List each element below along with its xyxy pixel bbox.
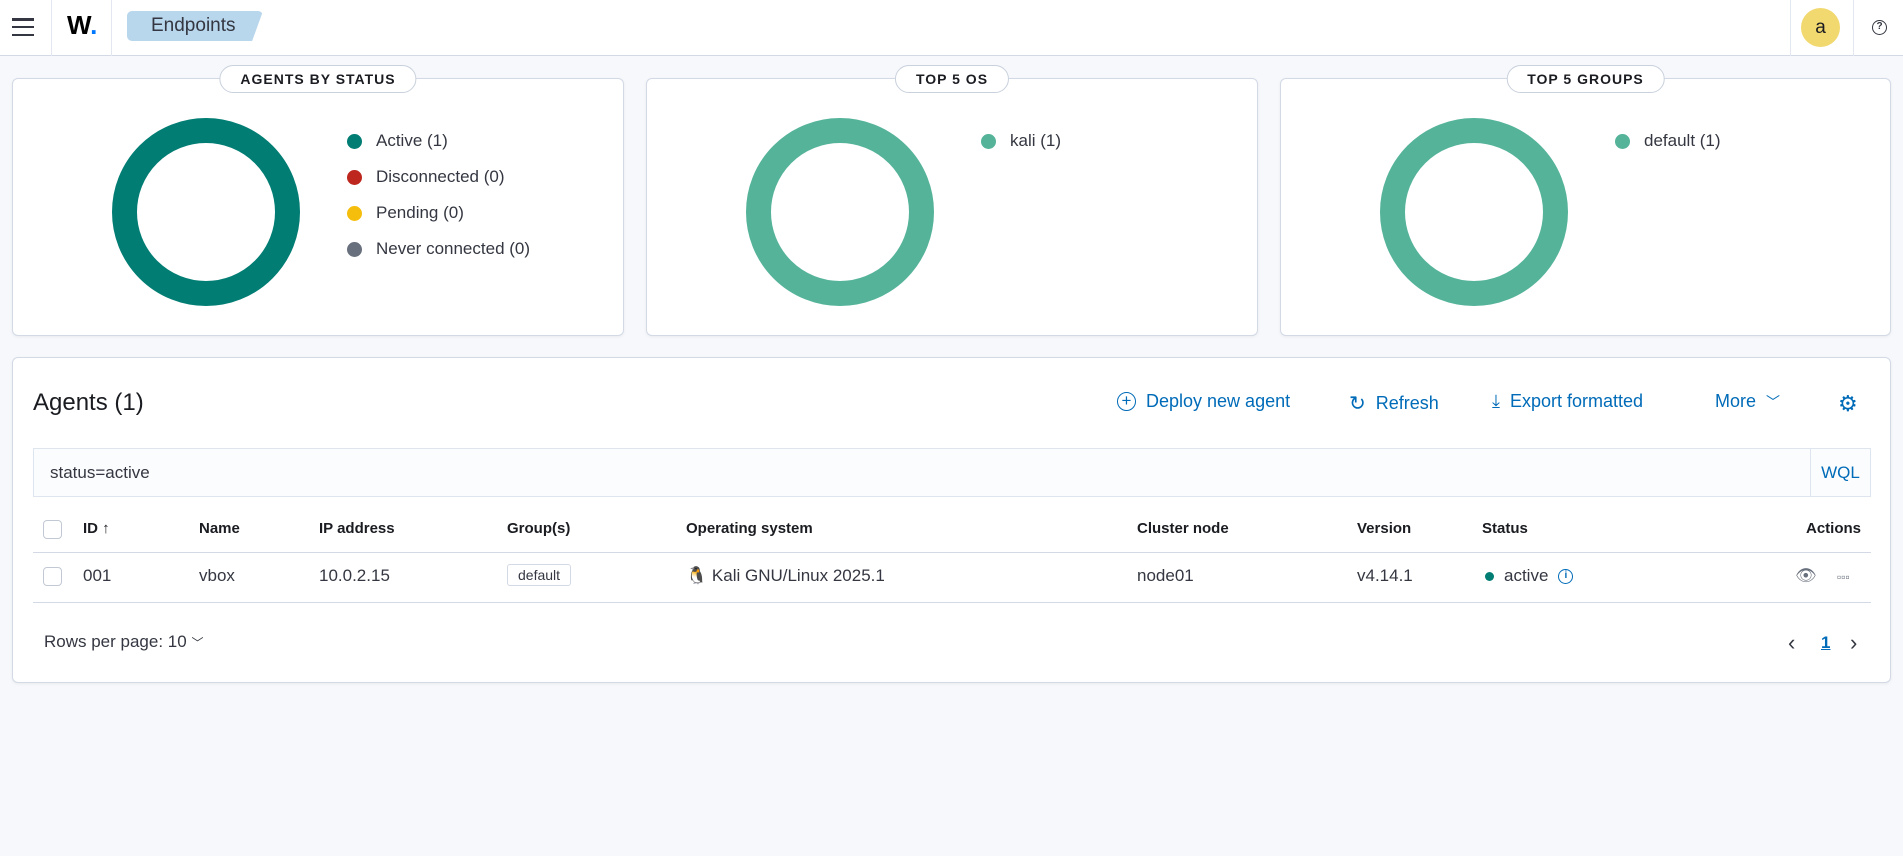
legend-item-disconnected[interactable]: Disconnected (0) [347,159,530,195]
search-bar: WQL [33,448,1871,497]
breadcrumb-endpoints[interactable]: Endpoints [127,11,263,41]
legend: Active (1) Disconnected (0) Pending (0) … [347,123,530,267]
prev-page-button[interactable]: ‹ [1788,630,1796,655]
column-os[interactable]: Operating system [686,520,813,537]
select-all-checkbox[interactable] [43,520,62,539]
chevron-down-icon: ﹀ [191,636,204,650]
column-version[interactable]: Version [1357,520,1412,537]
legend-item-default[interactable]: default (1) [1615,123,1721,159]
page-1-button[interactable]: 1 [1821,633,1831,652]
help-icon[interactable]: ? [1872,20,1887,35]
linux-tux-icon: 🐧 [686,566,708,585]
divider [33,602,1871,603]
card-top-groups: TOP 5 GROUPS default (1) [1280,65,1891,336]
legend-item-kali[interactable]: kali (1) [981,123,1061,159]
agent-ip: 10.0.2.15 [319,566,390,585]
legend-item-active[interactable]: Active (1) [347,123,530,159]
export-formatted-button[interactable]: ⤓ Export formatted [1492,391,1644,411]
card-title: TOP 5 OS [894,65,1010,93]
column-status[interactable]: Status [1482,520,1528,537]
agent-status: active i [1485,566,1574,586]
avatar[interactable]: a [1801,8,1840,47]
column-groups[interactable]: Group(s) [507,520,571,537]
plus-circle-icon: + [1117,392,1136,411]
card-title: TOP 5 GROUPS [1506,65,1665,93]
donut-chart [746,118,934,306]
download-icon: ⤓ [1492,391,1500,411]
agents-panel [12,357,1891,683]
agent-cluster-node: node01 [1137,566,1194,585]
view-eye-icon[interactable]: 👁 [1795,566,1817,585]
column-id[interactable]: ID ↑ [83,520,110,537]
legend-item-never-connected[interactable]: Never connected (0) [347,231,530,267]
deploy-new-agent-button[interactable]: + Deploy new agent [1117,391,1290,412]
card-title: AGENTS BY STATUS [219,65,417,93]
agent-version: v4.14.1 [1357,566,1413,585]
settings-gear-icon[interactable]: ⚙ [1838,391,1858,416]
wql-button[interactable]: WQL [1810,449,1870,496]
agent-id: 001 [83,566,112,585]
top-header: W. Endpoints a ? [0,0,1903,56]
agents-title: Agents (1) [33,389,144,416]
status-dot [1485,571,1494,581]
logo[interactable]: W. [67,10,98,40]
more-button[interactable]: More ﹀ [1715,391,1781,411]
donut-chart [1380,118,1568,306]
menu-icon[interactable] [12,18,34,36]
column-cluster-node[interactable]: Cluster node [1137,520,1229,537]
agent-name: vbox [199,566,235,585]
rows-per-page-selector[interactable]: Rows per page: 10 ﹀ [44,632,204,651]
column-ip[interactable]: IP address [319,520,395,537]
column-name[interactable]: Name [199,520,240,537]
info-icon[interactable]: i [1558,568,1574,584]
donut-chart [112,118,300,306]
refresh-button[interactable]: ↻ Refresh [1349,393,1439,415]
agent-os: 🐧 Kali GNU/Linux 2025.1 [686,566,885,585]
chevron-down-icon: ﹀ [1766,393,1781,410]
divider [33,552,1871,553]
legend-item-pending[interactable]: Pending (0) [347,195,530,231]
refresh-icon: ↻ [1349,393,1366,415]
column-actions: Actions [1805,520,1861,537]
group-badge[interactable]: default [507,564,572,586]
next-page-button[interactable]: › [1850,630,1858,655]
sort-ascending-icon: ↑ [102,520,110,537]
card-agents-by-status: AGENTS BY STATUS Active (1) Disconnected… [12,65,624,336]
more-actions-icon[interactable]: ▫▫▫ [1837,570,1850,584]
row-checkbox[interactable] [43,567,62,586]
card-top-os: TOP 5 OS kali (1) [646,65,1258,336]
search-input[interactable] [34,449,1810,496]
